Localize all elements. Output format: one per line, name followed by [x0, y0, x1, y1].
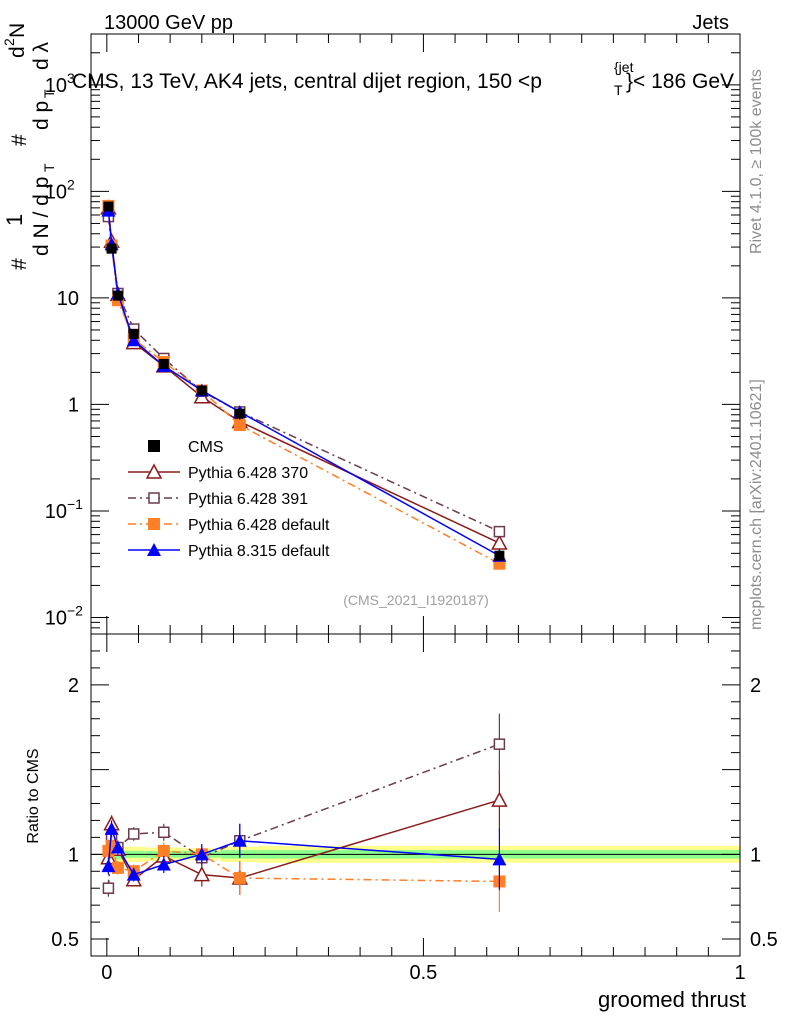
ylabel-den-sub: T: [41, 163, 57, 172]
legend: CMS Pythia 6.428 370 Pythia 6.428 391 Pythi…: [128, 439, 330, 560]
data-points: [103, 201, 505, 561]
title-sub: T: [614, 82, 623, 98]
side-label-rivet: Rivet 4.1.0, ≥ 100k events: [748, 69, 765, 254]
legend-label: Pythia 6.428 370: [188, 465, 308, 482]
xtick-label: 1: [734, 962, 745, 984]
ylabel-den: d N / d p: [30, 177, 53, 256]
ylabel-hash2: #: [8, 134, 31, 146]
main-ylabel: # 1 d N / d p T # d 2 N d p T d λ: [1, 23, 57, 270]
xtick-label: 0.5: [410, 962, 438, 984]
title-main: CMS, 13 TeV, AK4 jets, central dijet reg…: [72, 70, 542, 93]
main-ytick-label: 10: [45, 501, 67, 523]
ylabel-hash1: #: [8, 258, 31, 270]
ratio-point: [492, 852, 507, 866]
xtick-label: 0: [101, 962, 112, 984]
series-point: [493, 525, 506, 538]
series-ratio-3: [101, 820, 507, 890]
ratio-point: [110, 840, 125, 854]
main-ytick-exponent: 2: [67, 176, 75, 192]
data-point: [106, 243, 117, 254]
ratio-ytick-label-right: 0.5: [750, 929, 778, 951]
main-ytick-label: 10: [57, 288, 79, 310]
series-main-2: [102, 199, 506, 570]
ratio-point: [493, 738, 506, 750]
ylabel-den2-tail: d λ: [30, 41, 53, 70]
side-label-mcplots: mcplots.cern.ch [arXiv:2401.10621]: [748, 379, 765, 630]
ratio-point: [491, 791, 508, 807]
ratio-ytick-label: 2: [68, 675, 79, 697]
main-ytick-exponent: −2: [67, 602, 83, 618]
legend-marker: [145, 463, 163, 479]
data-point: [196, 385, 207, 396]
ratio-point: [233, 872, 246, 885]
xlabel: groomed thrust: [598, 987, 746, 1012]
data-point: [234, 408, 245, 419]
data-point: [494, 550, 505, 561]
series-point: [233, 419, 246, 432]
data-point: [158, 358, 169, 369]
data-point: [128, 328, 139, 339]
ratio-ytick-label: 1: [68, 844, 79, 866]
legend-marker: [148, 440, 160, 452]
ratio-point: [193, 866, 211, 882]
ratio-frame: [90, 633, 741, 957]
analysis-label: (CMS_2021_I1920187): [343, 592, 489, 608]
ratio-point: [158, 826, 170, 839]
ratio-point: [111, 861, 124, 874]
legend-marker: [148, 518, 160, 530]
legend-marker: [147, 543, 161, 556]
data-point: [103, 201, 114, 212]
main-ytick-exponent: 3: [67, 70, 75, 86]
ratio-line: [107, 844, 500, 883]
data-point: [112, 290, 123, 301]
ratio-point: [232, 833, 247, 847]
header-right: Jets: [692, 12, 729, 34]
main-ytick-exponent: −1: [67, 496, 83, 512]
ratio-point: [194, 847, 209, 861]
ratio-point: [104, 821, 119, 835]
series-main-3: [101, 203, 507, 562]
ratio-point: [127, 828, 140, 840]
main-ytick-label: 10: [45, 75, 67, 97]
legend-label: Pythia 6.428 default: [188, 517, 330, 534]
ylabel-num: d: [6, 46, 29, 58]
legend-label: Pythia 8.315 default: [188, 543, 330, 560]
series-line: [107, 216, 500, 533]
series-main-1: [102, 210, 506, 538]
ratio-ytick-label: 0.5: [51, 929, 79, 951]
ylabel-num-N: N: [6, 23, 29, 38]
title-tail: }< 186 GeV: [626, 70, 734, 93]
ylabel-num-sup: 2: [1, 38, 17, 46]
series-point: [491, 534, 508, 550]
ratio-ytick-label-right: 2: [750, 675, 761, 697]
ylabel-one: 1: [2, 214, 27, 226]
plot-title: CMS, 13 TeV, AK4 jets, central dijet reg…: [72, 59, 734, 98]
ratio-point: [156, 857, 171, 871]
ylabel-den2: d p: [30, 101, 53, 130]
legend-label: Pythia 6.428 391: [188, 491, 308, 508]
title-sup: {jet: [614, 59, 634, 75]
ratio-point: [126, 867, 141, 881]
header-left: 13000 GeV pp: [104, 12, 233, 34]
main-ytick-label: 10: [45, 181, 67, 203]
ylabel-den2-sub: T: [41, 89, 57, 98]
legend-label: CMS: [188, 439, 224, 456]
ratio-ylabel: Ratio to CMS: [25, 748, 42, 843]
series-point: [126, 333, 141, 347]
main-ytick-label: 1: [68, 394, 79, 416]
ratio-point: [157, 844, 170, 857]
ratio-point: [101, 859, 116, 873]
legend-marker: [148, 492, 160, 504]
ratio-point: [102, 882, 115, 894]
ratio-ytick-label-right: 1: [750, 844, 761, 866]
series-line: [107, 205, 500, 565]
main-ytick-label: 10: [45, 607, 67, 629]
